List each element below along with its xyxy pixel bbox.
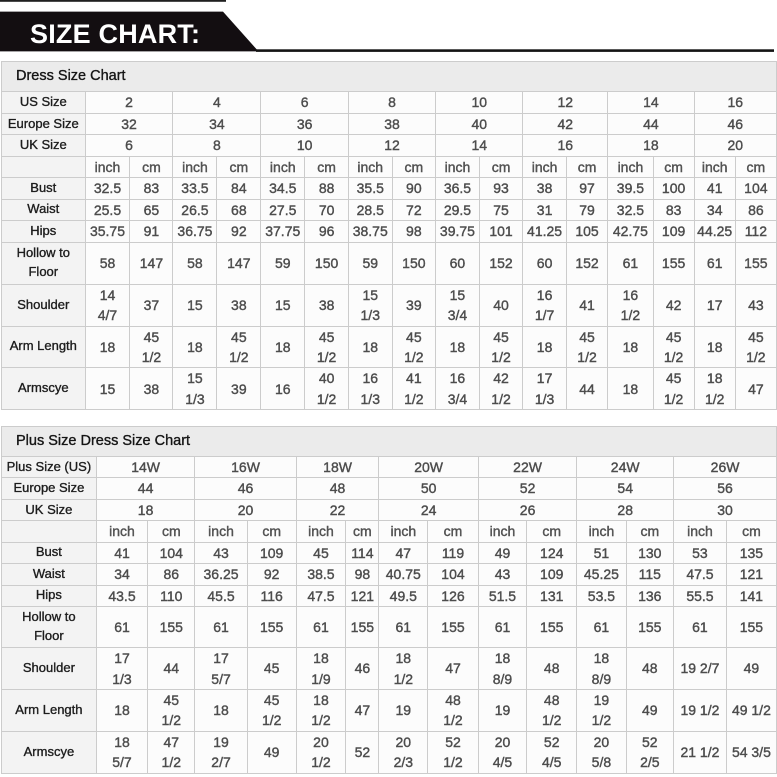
svg-text:SIZE CHART:: SIZE CHART: xyxy=(30,19,200,49)
